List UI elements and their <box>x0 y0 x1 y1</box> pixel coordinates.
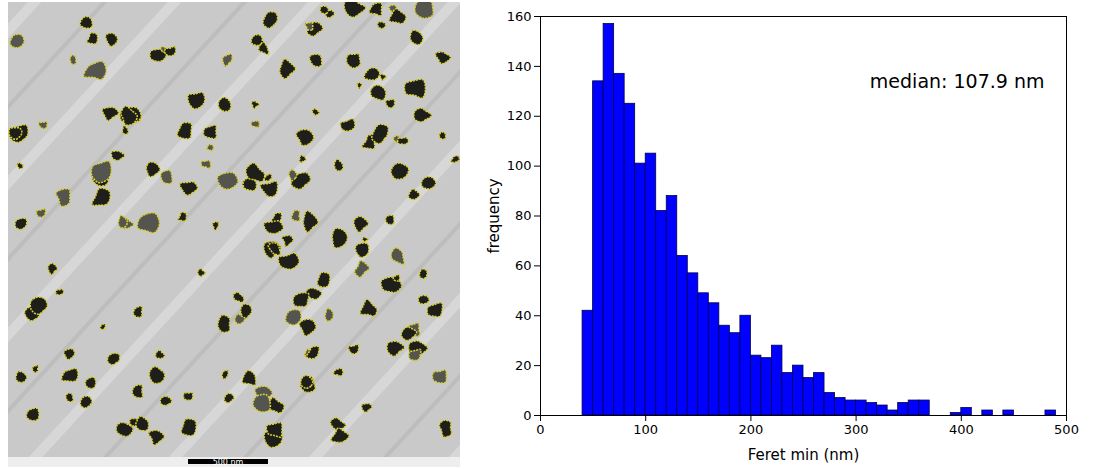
svg-text:median: 107.9 nm: median: 107.9 nm <box>870 70 1045 92</box>
svg-text:20: 20 <box>515 358 532 373</box>
svg-text:100: 100 <box>633 422 658 437</box>
svg-text:140: 140 <box>507 59 532 74</box>
svg-text:500 nm: 500 nm <box>213 458 244 467</box>
svg-text:200: 200 <box>738 422 763 437</box>
svg-text:120: 120 <box>507 108 532 123</box>
svg-text:100: 100 <box>507 158 532 173</box>
svg-text:300: 300 <box>844 422 869 437</box>
svg-text:400: 400 <box>949 422 974 437</box>
svg-text:500: 500 <box>1054 422 1079 437</box>
svg-text:0: 0 <box>536 422 544 437</box>
svg-text:frequency: frequency <box>485 178 503 253</box>
svg-text:80: 80 <box>515 208 532 223</box>
svg-text:Feret min (nm): Feret min (nm) <box>748 446 860 464</box>
svg-text:0: 0 <box>523 408 531 423</box>
svg-text:60: 60 <box>515 258 532 273</box>
svg-text:160: 160 <box>507 9 532 24</box>
svg-text:40: 40 <box>515 308 532 323</box>
